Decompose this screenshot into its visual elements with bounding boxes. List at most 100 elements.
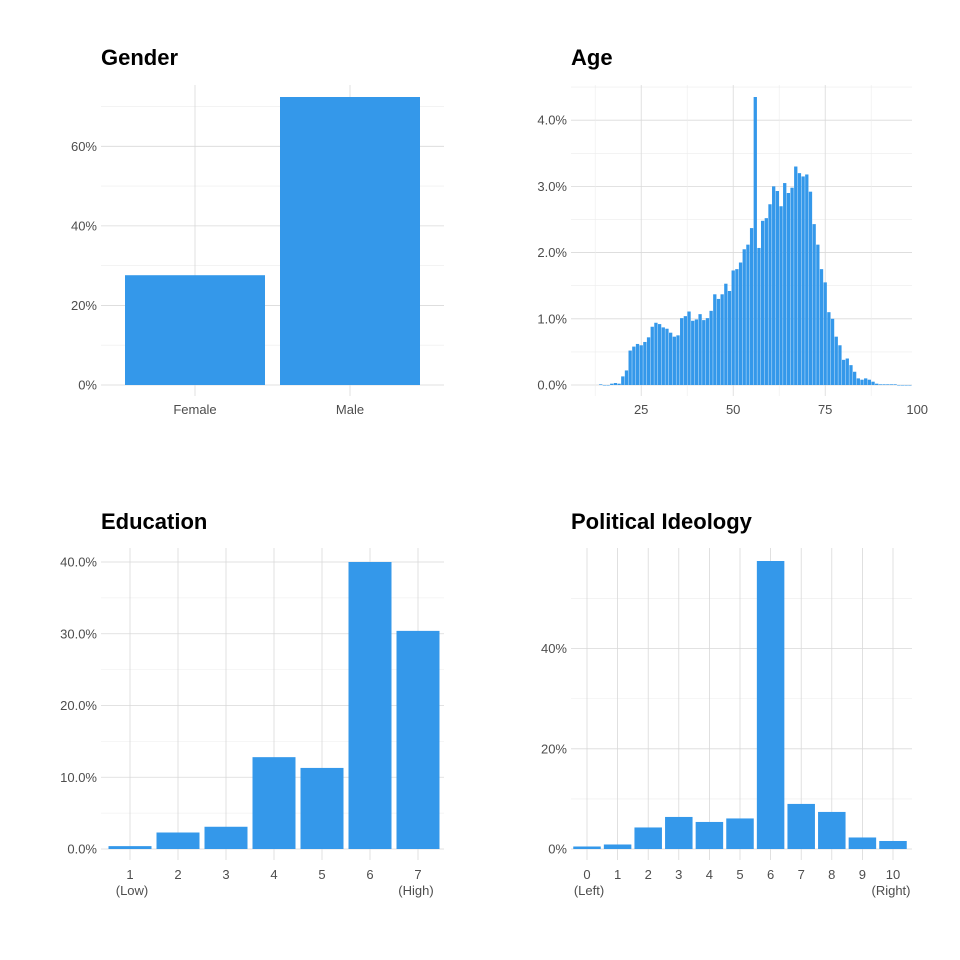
political-ideology-bar-7 bbox=[787, 803, 815, 849]
age-bar-age-31 bbox=[661, 327, 665, 385]
gender-bar-male bbox=[280, 97, 420, 385]
age-bar-age-30 bbox=[657, 324, 662, 385]
political-ideology-x-tick-label: 1 bbox=[614, 867, 621, 882]
age-bar-age-96 bbox=[900, 385, 905, 386]
political-ideology-bar-1 bbox=[603, 844, 632, 849]
age-bar-age-20 bbox=[621, 376, 625, 385]
age-bar-age-22 bbox=[628, 350, 632, 385]
age-bar-age-37 bbox=[683, 316, 688, 385]
age-bar-age-18 bbox=[613, 383, 618, 385]
gender-panel: Gender 0% 20% 40% 60% Female Male bbox=[71, 45, 444, 417]
political-ideology-bar-10 bbox=[879, 840, 907, 849]
age-bar-age-86 bbox=[864, 378, 868, 385]
age-bar-age-80 bbox=[841, 359, 846, 385]
age-bar-age-69 bbox=[801, 176, 805, 385]
age-bar-age-53 bbox=[742, 249, 746, 385]
political-ideology-y-tick-label: 20% bbox=[541, 741, 567, 756]
age-bar-age-77 bbox=[830, 318, 835, 385]
age-bar-age-93 bbox=[889, 384, 894, 385]
age-x-tick-label: 75 bbox=[818, 402, 832, 417]
age-bar-age-15 bbox=[602, 385, 607, 386]
political-ideology-bar-0 bbox=[573, 846, 601, 849]
age-bar-age-46 bbox=[716, 298, 721, 385]
political-ideology-x-tick-label: 8 bbox=[828, 867, 835, 882]
age-bar-age-63 bbox=[779, 206, 783, 385]
political-ideology-bar-4 bbox=[695, 821, 724, 849]
age-bar-age-41 bbox=[698, 314, 702, 385]
political-ideology-x-tick-label: 3 bbox=[675, 867, 682, 882]
age-bar-age-54 bbox=[746, 244, 750, 385]
age-bar-age-66 bbox=[790, 187, 794, 385]
age-bar-age-64 bbox=[783, 183, 787, 385]
age-bar-age-35 bbox=[676, 335, 680, 385]
age-bar-age-51 bbox=[735, 269, 739, 385]
political-ideology-x-tick-label: 4 bbox=[706, 867, 713, 882]
education-bar-2 bbox=[156, 832, 200, 849]
age-bar-age-34 bbox=[672, 336, 676, 385]
political-ideology-bar-8 bbox=[818, 811, 846, 849]
age-bar-age-36 bbox=[680, 318, 684, 385]
political-ideology-x-tick-label: 6 bbox=[767, 867, 774, 882]
age-bar-age-17 bbox=[610, 383, 614, 385]
education-bar-3 bbox=[204, 826, 248, 849]
education-y-tick-label: 0.0% bbox=[67, 842, 97, 857]
political-ideology-panel: Political Ideology 0% 20% 40% 0(Left) 1 2 3 4 5 6 7… bbox=[541, 509, 912, 898]
age-bar-age-61 bbox=[772, 186, 776, 385]
age-bar-age-75 bbox=[823, 282, 827, 385]
age-bar-age-19 bbox=[617, 383, 621, 385]
education-x-tick-label: 7 bbox=[414, 867, 421, 882]
political-ideology-bar-9 bbox=[848, 837, 877, 849]
gender-x-tick-label: Male bbox=[336, 402, 364, 417]
political-ideology-x-tick-label: 0 bbox=[583, 867, 590, 882]
age-bar-age-87 bbox=[867, 379, 872, 385]
education-bar-5 bbox=[300, 767, 344, 849]
age-bar-age-85 bbox=[860, 379, 864, 385]
political-ideology-x-tick-label: 9 bbox=[859, 867, 866, 882]
gender-title: Gender bbox=[101, 45, 178, 70]
age-bar-age-47 bbox=[720, 294, 724, 385]
age-bar-age-91 bbox=[882, 384, 886, 385]
age-bar-age-76 bbox=[827, 312, 831, 385]
political-ideology-x-tick-label: 10 bbox=[886, 867, 900, 882]
education-bar-1 bbox=[108, 846, 152, 849]
political-ideology-bar-5 bbox=[726, 818, 754, 849]
age-bar-age-26 bbox=[643, 341, 647, 385]
age-title: Age bbox=[571, 45, 613, 70]
age-bar-age-90 bbox=[878, 384, 883, 385]
education-y-tick-label: 10.0% bbox=[60, 770, 97, 785]
age-bar-age-32 bbox=[665, 328, 669, 385]
age-bar-age-44 bbox=[709, 310, 713, 385]
age-bar-age-39 bbox=[691, 320, 695, 385]
gender-bar-female bbox=[125, 275, 265, 385]
education-bar-4 bbox=[252, 757, 296, 849]
age-bar-age-78 bbox=[834, 336, 838, 385]
education-title: Education bbox=[101, 509, 207, 534]
age-bar-age-89 bbox=[875, 383, 879, 385]
education-y-tick-label: 40.0% bbox=[60, 555, 97, 570]
age-bar-age-84 bbox=[856, 378, 860, 385]
age-bar-age-65 bbox=[786, 193, 791, 385]
education-x-tick-label: 6 bbox=[366, 867, 373, 882]
age-bar-age-21 bbox=[624, 370, 629, 385]
age-bar-age-25 bbox=[639, 345, 643, 385]
age-bar-age-50 bbox=[731, 270, 735, 385]
age-bar-age-16 bbox=[606, 385, 610, 386]
political-ideology-bar-6 bbox=[756, 561, 785, 849]
age-bar-age-56 bbox=[753, 97, 757, 385]
gender-y-tick-label: 0% bbox=[78, 378, 97, 393]
education-y-tick-label: 20.0% bbox=[60, 698, 97, 713]
age-y-tick-label: 0.0% bbox=[537, 378, 567, 393]
political-ideology-bar-2 bbox=[634, 827, 662, 849]
political-ideology-x-tick-label: 7 bbox=[798, 867, 805, 882]
political-ideology-x-tick-label: 5 bbox=[736, 867, 743, 882]
age-bar-age-95 bbox=[897, 385, 901, 386]
education-x-tick-label: (Low) bbox=[116, 883, 149, 898]
age-bar-age-68 bbox=[797, 173, 802, 385]
age-bar-age-45 bbox=[713, 294, 717, 385]
education-x-tick-label: 4 bbox=[270, 867, 277, 882]
education-bar-7 bbox=[396, 630, 440, 849]
age-x-tick-label: 25 bbox=[634, 402, 648, 417]
age-bar-age-92 bbox=[886, 384, 890, 385]
age-bar-age-14 bbox=[599, 384, 603, 385]
age-bar-age-60 bbox=[768, 204, 772, 385]
